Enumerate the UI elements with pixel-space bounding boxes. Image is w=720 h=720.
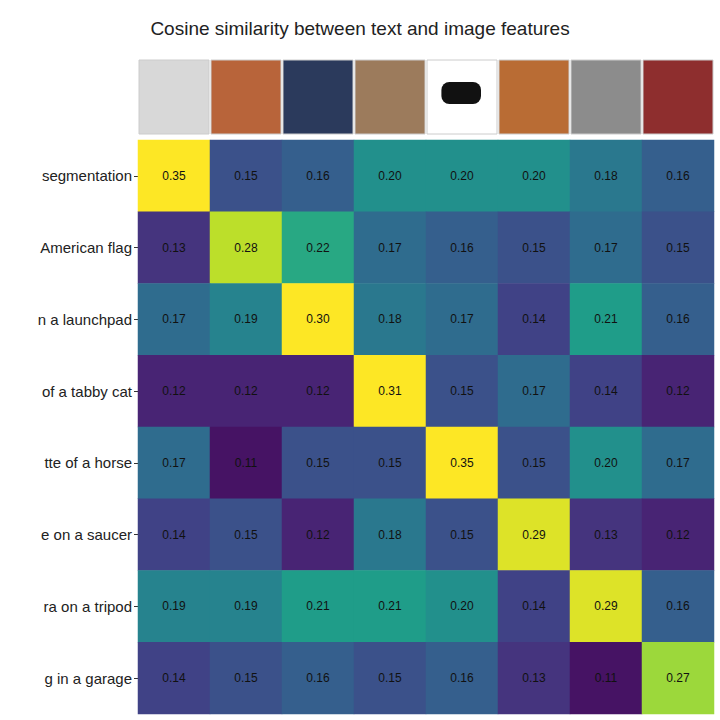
svg-text:n a launchpad: n a launchpad <box>38 311 132 328</box>
svg-text:0.14: 0.14 <box>594 384 618 398</box>
svg-text:0.17: 0.17 <box>666 456 690 470</box>
svg-text:0.12: 0.12 <box>306 384 330 398</box>
svg-text:0.14: 0.14 <box>162 671 186 685</box>
svg-text:0.12: 0.12 <box>306 528 330 542</box>
svg-text:0.12: 0.12 <box>666 528 690 542</box>
svg-text:0.15: 0.15 <box>666 241 690 255</box>
svg-text:0.17: 0.17 <box>594 241 618 255</box>
svg-text:0.19: 0.19 <box>234 599 258 613</box>
svg-text:0.19: 0.19 <box>234 312 258 326</box>
svg-text:0.15: 0.15 <box>234 528 258 542</box>
svg-text:0.15: 0.15 <box>234 671 258 685</box>
svg-text:0.14: 0.14 <box>162 528 186 542</box>
svg-text:0.15: 0.15 <box>234 169 258 183</box>
svg-text:0.16: 0.16 <box>666 312 690 326</box>
svg-text:0.12: 0.12 <box>162 384 186 398</box>
svg-text:0.19: 0.19 <box>162 599 186 613</box>
svg-text:0.15: 0.15 <box>378 456 402 470</box>
svg-text:0.28: 0.28 <box>234 241 258 255</box>
svg-text:0.16: 0.16 <box>666 599 690 613</box>
svg-text:0.29: 0.29 <box>594 599 618 613</box>
svg-text:American flag: American flag <box>40 239 132 256</box>
svg-text:0.16: 0.16 <box>450 671 474 685</box>
svg-text:0.20: 0.20 <box>594 456 618 470</box>
svg-text:0.16: 0.16 <box>306 671 330 685</box>
svg-text:0.13: 0.13 <box>162 241 186 255</box>
svg-text:0.12: 0.12 <box>234 384 258 398</box>
svg-text:0.27: 0.27 <box>666 671 690 685</box>
svg-text:0.35: 0.35 <box>162 169 186 183</box>
svg-text:0.12: 0.12 <box>666 384 690 398</box>
svg-text:0.15: 0.15 <box>306 456 330 470</box>
svg-text:0.14: 0.14 <box>522 599 546 613</box>
svg-text:e on a saucer: e on a saucer <box>41 526 132 543</box>
svg-text:0.20: 0.20 <box>450 169 474 183</box>
svg-text:0.15: 0.15 <box>522 241 546 255</box>
svg-text:g in a garage: g in a garage <box>44 670 132 687</box>
svg-text:0.17: 0.17 <box>378 241 402 255</box>
svg-text:0.16: 0.16 <box>666 169 690 183</box>
svg-text:0.11: 0.11 <box>595 671 618 685</box>
svg-text:0.21: 0.21 <box>594 312 618 326</box>
svg-text:0.13: 0.13 <box>522 671 546 685</box>
svg-text:0.18: 0.18 <box>378 312 402 326</box>
svg-text:0.31: 0.31 <box>378 384 402 398</box>
svg-text:0.15: 0.15 <box>450 528 474 542</box>
svg-text:0.11: 0.11 <box>235 456 258 470</box>
svg-text:of a tabby cat: of a tabby cat <box>42 383 133 400</box>
svg-text:tte of a horse: tte of a horse <box>44 454 132 471</box>
svg-text:Cosine similarity between text: Cosine similarity between text and image… <box>150 18 569 39</box>
svg-text:0.17: 0.17 <box>522 384 546 398</box>
svg-text:0.22: 0.22 <box>306 241 330 255</box>
svg-text:0.20: 0.20 <box>522 169 546 183</box>
svg-text:0.35: 0.35 <box>450 456 474 470</box>
svg-text:0.18: 0.18 <box>378 528 402 542</box>
svg-text:segmentation: segmentation <box>42 167 132 184</box>
svg-text:0.18: 0.18 <box>594 169 618 183</box>
svg-text:ra on a tripod: ra on a tripod <box>44 598 132 615</box>
svg-text:0.15: 0.15 <box>522 456 546 470</box>
svg-text:0.17: 0.17 <box>450 312 474 326</box>
svg-text:0.21: 0.21 <box>306 599 330 613</box>
svg-text:0.17: 0.17 <box>162 312 186 326</box>
svg-text:0.29: 0.29 <box>522 528 546 542</box>
svg-text:0.15: 0.15 <box>450 384 474 398</box>
svg-text:0.20: 0.20 <box>378 169 402 183</box>
svg-text:0.17: 0.17 <box>162 456 186 470</box>
svg-text:0.21: 0.21 <box>378 599 402 613</box>
svg-text:0.13: 0.13 <box>594 528 618 542</box>
svg-text:0.20: 0.20 <box>450 599 474 613</box>
svg-text:0.16: 0.16 <box>306 169 330 183</box>
svg-text:0.16: 0.16 <box>450 241 474 255</box>
svg-text:0.14: 0.14 <box>522 312 546 326</box>
svg-text:0.30: 0.30 <box>306 312 330 326</box>
svg-text:0.15: 0.15 <box>378 671 402 685</box>
